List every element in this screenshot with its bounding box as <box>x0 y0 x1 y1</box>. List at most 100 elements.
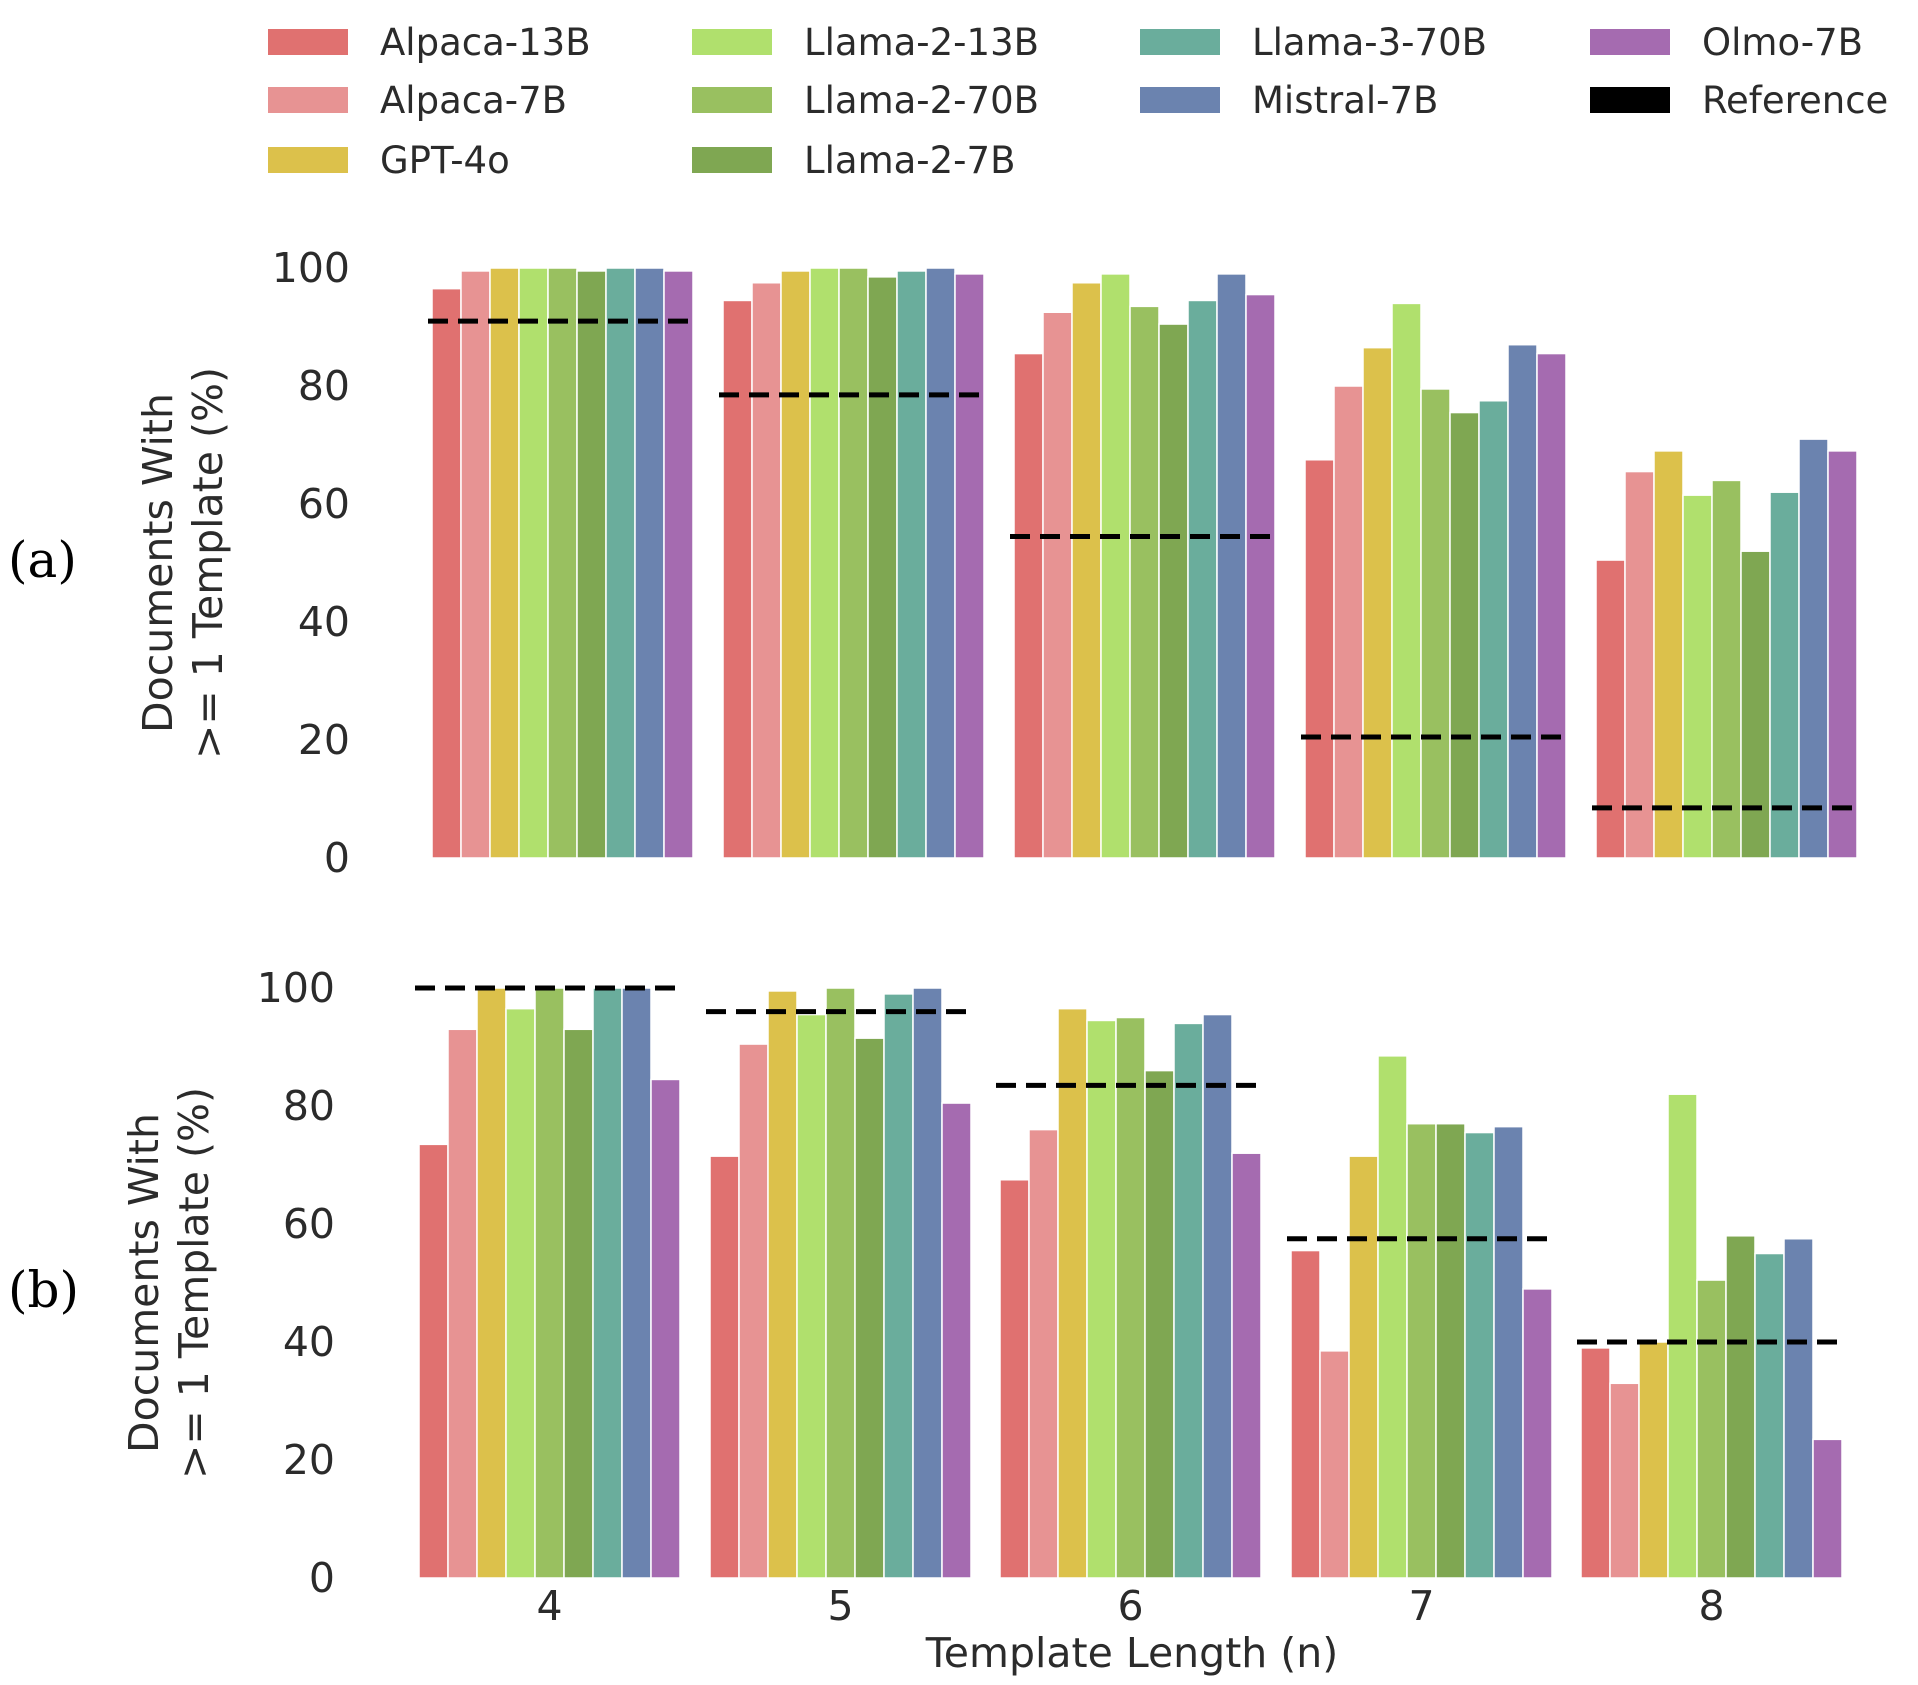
bar-olmo-7b-n5 <box>941 1102 972 1579</box>
x-tick-label: 8 <box>1698 1582 1724 1630</box>
y-tick-label: 100 <box>257 964 335 1012</box>
bar-llama-2-70b-n6 <box>1115 1016 1146 1579</box>
bar-llama-3-70b-n4 <box>592 987 623 1579</box>
y-tick-label: 0 <box>309 1554 335 1602</box>
bar-llama-2-70b-n4 <box>547 267 578 859</box>
bar-llama-2-13b-n7 <box>1377 1055 1408 1579</box>
bar-llama-2-70b-n7 <box>1406 1122 1437 1579</box>
y-axis-title-line1: Documents With <box>120 1113 168 1453</box>
bar-llama-3-70b-n8 <box>1769 491 1800 859</box>
bar-olmo-7b-n7 <box>1522 1288 1553 1579</box>
y-tick-label: 60 <box>298 480 350 528</box>
x-tick-label: 7 <box>1408 1582 1434 1630</box>
bar-llama-2-7b-n4 <box>563 1028 594 1579</box>
bar-olmo-7b-n4 <box>663 270 694 859</box>
y-axis-title-line2: >= 1 Template (%) <box>184 367 232 759</box>
bar-alpaca-7b-n6 <box>1042 311 1073 859</box>
bar-llama-2-7b-n5 <box>867 276 898 859</box>
bar-llama-2-70b-n6 <box>1129 305 1160 859</box>
bar-alpaca-13b-n5 <box>709 1155 740 1579</box>
y-tick-label: 0 <box>324 834 350 882</box>
bar-llama-3-70b-n4 <box>605 267 636 859</box>
panel-label: (b) <box>8 1261 79 1319</box>
bar-gpt-4o-n8 <box>1653 450 1684 859</box>
bar-llama-3-70b-n6 <box>1173 1022 1204 1579</box>
bar-alpaca-7b-n8 <box>1609 1382 1640 1579</box>
y-axis-title-line1: Documents With <box>134 393 182 733</box>
legend-label-llama-2-70b: Llama-2-70B <box>804 79 1039 122</box>
bar-llama-2-70b-n4 <box>534 987 565 1579</box>
legend-label-gpt-4o: GPT-4o <box>380 139 510 182</box>
bar-llama-3-70b-n8 <box>1754 1252 1785 1579</box>
legend-label-llama-3-70b: Llama-3-70B <box>1252 21 1487 64</box>
bar-olmo-7b-n8 <box>1827 450 1858 859</box>
bar-llama-2-7b-n8 <box>1725 1235 1756 1579</box>
y-tick-label: 20 <box>298 716 350 764</box>
bar-gpt-4o-n4 <box>489 267 520 859</box>
bar-llama-2-13b-n4 <box>505 1007 536 1579</box>
bar-llama-2-70b-n8 <box>1711 479 1742 859</box>
panel-b: 0 20 40 60 80 100 Documents With >= 1 Template … <box>8 964 1846 1630</box>
bar-alpaca-13b-n6 <box>1013 352 1044 859</box>
bar-alpaca-7b-n8 <box>1624 470 1655 859</box>
bar-mistral-7b-n4 <box>621 987 652 1579</box>
bar-alpaca-13b-n4 <box>418 1143 449 1579</box>
legend-label-alpaca-13b: Alpaca-13B <box>380 21 591 64</box>
y-tick-label: 40 <box>298 598 350 646</box>
bar-olmo-7b-n8 <box>1812 1438 1843 1579</box>
x-axis-title: Template Length (n) <box>925 1629 1339 1677</box>
bar-olmo-7b-n7 <box>1536 352 1567 859</box>
bar-mistral-7b-n8 <box>1798 438 1829 859</box>
legend-label-reference: Reference <box>1702 79 1888 122</box>
y-axis-title: Documents With >= 1 Template (%) <box>134 367 232 759</box>
bar-alpaca-7b-n7 <box>1333 385 1364 859</box>
bar-llama-2-7b-n7 <box>1435 1122 1466 1579</box>
bar-llama-2-7b-n6 <box>1144 1069 1175 1579</box>
bar-mistral-7b-n6 <box>1202 1013 1233 1579</box>
legend: Alpaca-13B Alpaca-7B GPT-4o Llama-2-13B Llam… <box>268 21 1888 182</box>
bar-llama-2-70b-n7 <box>1420 388 1451 859</box>
y-tick-label: 60 <box>283 1200 335 1248</box>
bar-alpaca-7b-n6 <box>1028 1128 1059 1579</box>
bar-alpaca-13b-n6 <box>999 1179 1030 1579</box>
bar-llama-2-7b-n8 <box>1740 550 1771 859</box>
bar-alpaca-7b-n5 <box>738 1043 769 1579</box>
bar-llama-2-13b-n8 <box>1682 494 1713 859</box>
bar-gpt-4o-n8 <box>1638 1341 1669 1579</box>
bar-olmo-7b-n6 <box>1231 1152 1262 1579</box>
bar-gpt-4o-n6 <box>1071 282 1102 859</box>
legend-swatch-olmo-7b <box>1590 29 1670 55</box>
bar-alpaca-13b-n7 <box>1290 1249 1321 1579</box>
panel-label: (a) <box>8 531 77 589</box>
bar-mistral-7b-n8 <box>1783 1238 1814 1579</box>
bar-llama-2-7b-n5 <box>854 1037 885 1579</box>
bar-llama-3-70b-n5 <box>883 993 914 1579</box>
bar-alpaca-13b-n4 <box>431 287 462 859</box>
legend-swatch-alpaca-13b <box>268 29 348 55</box>
bar-mistral-7b-n6 <box>1216 273 1247 859</box>
x-tick-label: 4 <box>536 1582 562 1630</box>
bar-alpaca-13b-n8 <box>1580 1347 1611 1579</box>
bar-llama-2-13b-n5 <box>796 1013 827 1579</box>
y-tick-label: 80 <box>298 362 350 410</box>
y-axis-title-line2: >= 1 Template (%) <box>170 1087 218 1479</box>
legend-label-alpaca-7b: Alpaca-7B <box>380 79 567 122</box>
bar-mistral-7b-n5 <box>925 267 956 859</box>
bar-mistral-7b-n5 <box>912 987 943 1579</box>
bar-mistral-7b-n7 <box>1507 343 1538 859</box>
y-tick-label: 80 <box>283 1082 335 1130</box>
legend-swatch-llama-2-13b <box>692 29 772 55</box>
bar-gpt-4o-n6 <box>1057 1007 1088 1579</box>
bar-llama-2-7b-n4 <box>576 270 607 859</box>
legend-label-olmo-7b: Olmo-7B <box>1702 21 1863 64</box>
legend-swatch-llama-2-7b <box>692 147 772 173</box>
bar-llama-2-13b-n6 <box>1100 273 1131 859</box>
bar-alpaca-13b-n7 <box>1304 459 1335 859</box>
y-tick-label: 20 <box>283 1436 335 1484</box>
bar-llama-2-7b-n6 <box>1158 323 1189 859</box>
bar-mistral-7b-n7 <box>1493 1125 1524 1579</box>
bar-llama-2-7b-n7 <box>1449 411 1480 859</box>
legend-label-mistral-7b: Mistral-7B <box>1252 79 1438 122</box>
